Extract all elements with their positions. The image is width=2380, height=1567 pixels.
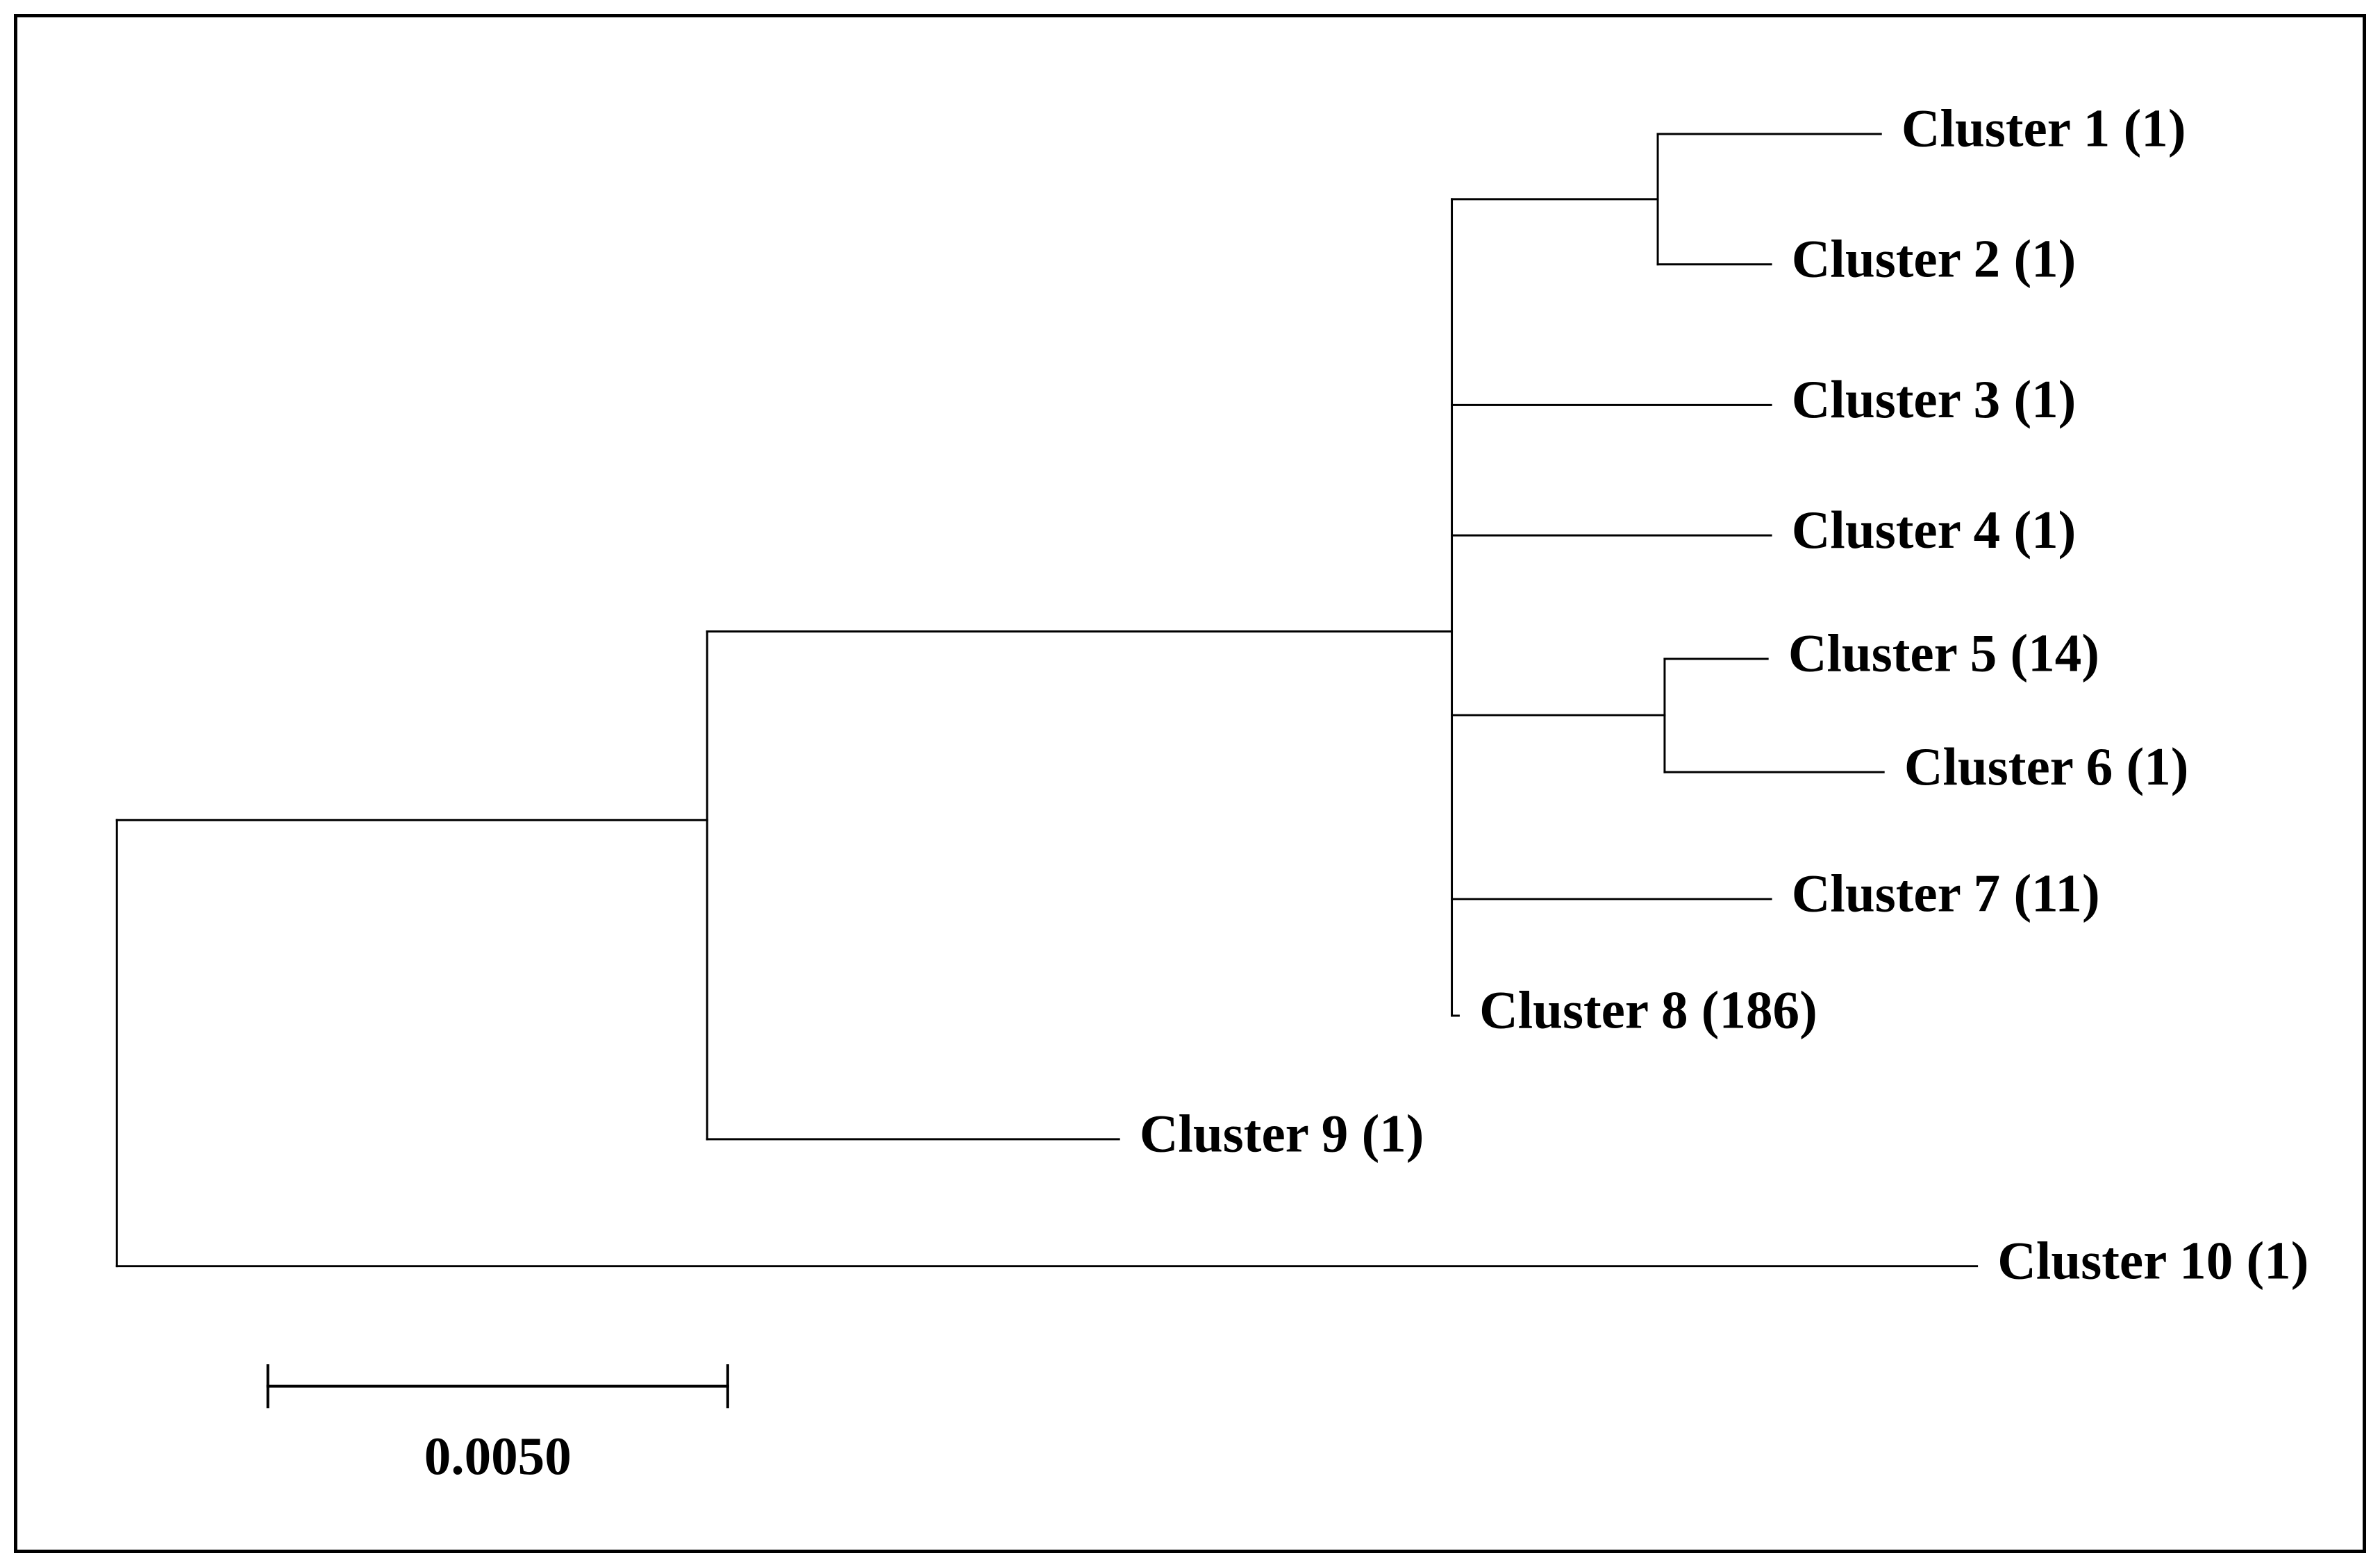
leaf-label-c3: Cluster 3 (1) — [1792, 369, 2077, 429]
leaf-label-c1: Cluster 1 (1) — [1901, 99, 2186, 158]
leaf-label-c9: Cluster 9 (1) — [1140, 1104, 1424, 1164]
tree-labels: Cluster 1 (1) Cluster 2 (1) Cluster 3 (1) C… — [1140, 99, 2309, 1291]
leaf-label-c4: Cluster 4 (1) — [1792, 500, 2077, 560]
leaf-label-c6: Cluster 6 (1) — [1904, 737, 2189, 796]
tree-branches — [117, 134, 1977, 1266]
leaf-label-c10: Cluster 10 (1) — [1997, 1230, 2308, 1290]
leaf-label-c8: Cluster 8 (186) — [1479, 980, 1817, 1040]
scale-bar: 0.0050 — [268, 1366, 728, 1486]
phylogenetic-tree: Cluster 1 (1) Cluster 2 (1) Cluster 3 (1) C… — [14, 14, 2366, 1553]
leaf-label-c2: Cluster 2 (1) — [1792, 228, 2077, 288]
leaf-label-c7: Cluster 7 (11) — [1792, 864, 2100, 923]
diagram-frame: Cluster 1 (1) Cluster 2 (1) Cluster 3 (1) C… — [14, 14, 2366, 1553]
leaf-label-c5: Cluster 5 (14) — [1788, 623, 2099, 683]
scale-bar-label: 0.0050 — [424, 1426, 572, 1486]
